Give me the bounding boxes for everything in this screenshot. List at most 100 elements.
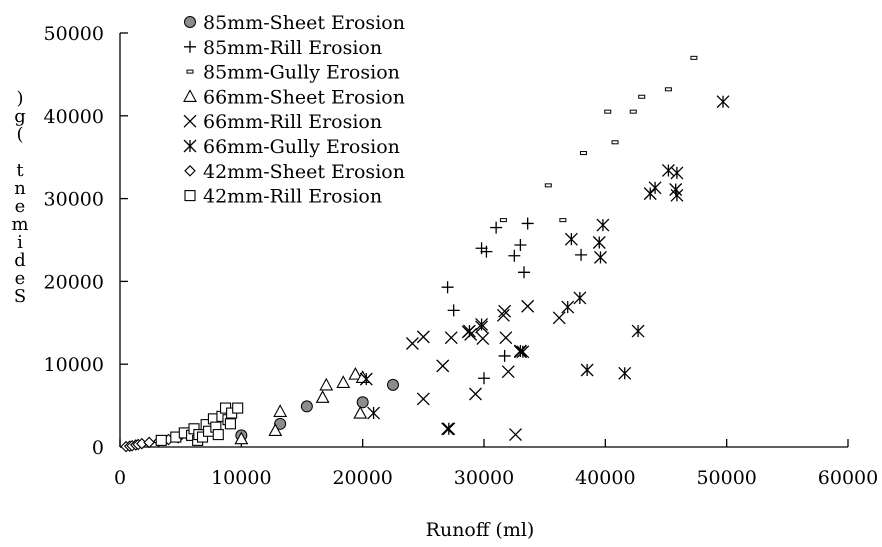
data-point	[508, 249, 521, 262]
legend-label: 85mm-Rill Erosion	[203, 37, 382, 59]
data-point	[441, 281, 454, 294]
legend-label: 42mm-Sheet Erosion	[203, 161, 405, 183]
series-4	[405, 299, 566, 442]
data-point	[232, 402, 244, 414]
data-point	[716, 95, 730, 109]
legend-item: 66mm-Rill Erosion	[183, 111, 382, 133]
data-point	[544, 183, 552, 188]
data-point	[580, 363, 594, 377]
data-point	[559, 218, 567, 223]
data-point	[499, 218, 507, 223]
legend-marker	[183, 89, 197, 102]
data-point	[442, 422, 456, 436]
legend-item: 85mm-Rill Erosion	[184, 37, 382, 59]
series-3	[234, 366, 370, 445]
x-tick-label: 40000	[575, 467, 635, 489]
legend-label: 42mm-Rill Erosion	[203, 186, 382, 208]
data-point	[336, 375, 351, 388]
data-point	[478, 372, 490, 385]
data-point	[268, 423, 283, 436]
data-point	[359, 372, 373, 386]
data-point	[155, 434, 167, 446]
data-point	[516, 345, 530, 359]
legend-label: 66mm-Rill Erosion	[203, 111, 382, 133]
x-tick-label: 0	[114, 467, 126, 489]
data-point	[416, 392, 430, 406]
data-point	[670, 188, 684, 202]
data-point	[521, 299, 535, 313]
data-point	[475, 242, 488, 255]
data-point	[367, 406, 381, 420]
data-point	[441, 422, 455, 436]
data-point	[573, 291, 587, 305]
y-tick-label: 10000	[44, 354, 104, 376]
data-point	[611, 140, 619, 145]
data-point	[348, 366, 363, 380]
x-tick-label: 60000	[818, 467, 878, 489]
data-point	[464, 327, 478, 341]
legend-marker	[184, 40, 196, 53]
legend-item: 42mm-Sheet Erosion	[184, 161, 405, 183]
data-point	[509, 428, 523, 442]
data-point	[501, 365, 515, 379]
data-point	[356, 396, 369, 409]
data-point	[224, 418, 236, 430]
x-tick-label: 10000	[211, 467, 271, 489]
data-point	[579, 151, 587, 156]
data-points	[120, 55, 730, 453]
legend-marker	[186, 69, 194, 74]
data-point	[670, 166, 684, 180]
legend-label: 85mm-Sheet Erosion	[203, 12, 405, 34]
data-point	[594, 250, 607, 264]
data-point	[631, 324, 645, 338]
data-point	[143, 436, 155, 449]
data-point	[387, 378, 399, 391]
data-point	[604, 109, 612, 114]
data-point	[643, 187, 657, 201]
data-point	[575, 248, 588, 261]
legend-label: 66mm-Sheet Erosion	[203, 86, 405, 108]
data-point	[444, 331, 458, 345]
series-5	[359, 95, 730, 436]
data-point	[629, 109, 637, 114]
data-point	[513, 344, 527, 358]
data-point	[196, 431, 209, 443]
data-point	[212, 429, 224, 441]
data-point	[490, 221, 503, 234]
data-point	[661, 163, 675, 177]
series-0	[235, 378, 399, 442]
data-point	[462, 324, 476, 338]
data-point	[273, 404, 288, 417]
x-axis-ticks: 0 10000 20000 30000 40000 50000 60000	[114, 439, 878, 489]
data-point	[476, 332, 490, 345]
legend-item: 66mm-Gully Erosion	[183, 136, 400, 158]
data-point	[315, 390, 330, 403]
data-point	[564, 232, 578, 246]
series-1	[441, 217, 588, 385]
legend: 85mm-Sheet Erosion 85mm-Rill Erosion 85mm-…	[183, 12, 405, 208]
data-point	[521, 217, 534, 230]
legend-marker	[183, 139, 197, 153]
x-tick-label: 30000	[454, 467, 514, 489]
legend-marker	[184, 190, 196, 202]
y-tick-label: 20000	[44, 271, 104, 293]
legend-marker	[184, 165, 196, 177]
data-point	[234, 431, 249, 445]
data-point	[638, 94, 646, 99]
legend-item: 85mm-Sheet Erosion	[184, 12, 405, 34]
data-point	[416, 330, 430, 344]
data-point	[353, 405, 368, 419]
legend-item: 85mm-Gully Erosion	[186, 62, 400, 84]
x-tick-label: 50000	[696, 467, 756, 489]
data-point	[618, 366, 632, 380]
y-tick-label: 30000	[44, 189, 104, 211]
data-point	[596, 218, 610, 232]
data-point	[592, 236, 606, 249]
legend-item: 66mm-Sheet Erosion	[183, 86, 405, 108]
legend-marker	[183, 114, 197, 128]
data-point	[436, 359, 450, 373]
x-tick-label: 20000	[332, 467, 392, 489]
data-point	[469, 387, 482, 401]
data-point	[518, 266, 531, 279]
